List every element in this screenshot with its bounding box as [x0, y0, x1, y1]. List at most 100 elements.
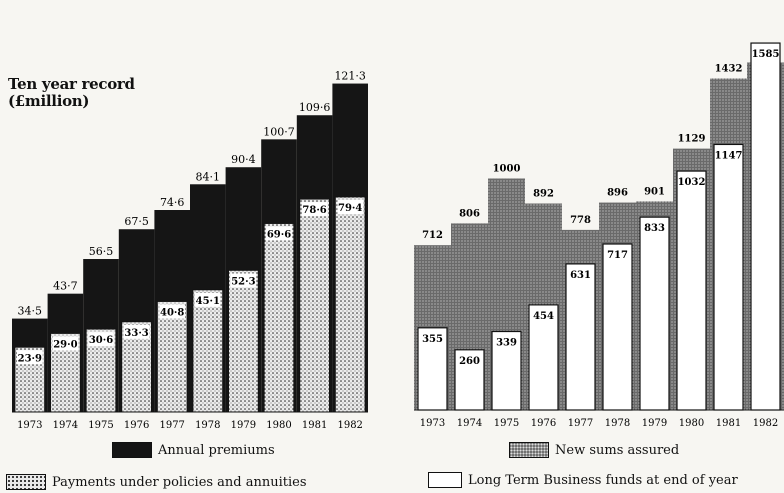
label-funds-1976: 454	[533, 311, 554, 322]
label-funds-1974: 260	[459, 356, 480, 367]
label-bg-new-sums-1980	[677, 130, 706, 145]
tick-right-1978: 1978	[605, 418, 630, 429]
bar-funds-1974	[454, 349, 485, 411]
label-bg-new-sums-1977	[566, 211, 595, 226]
bar-payments-1982	[334, 196, 366, 413]
bar-payments-1977	[156, 301, 188, 413]
label-premiums-1978: 84·1	[196, 170, 221, 183]
label-bg-payments-1982	[337, 200, 363, 215]
tick-left-1974: 1974	[53, 420, 78, 431]
tick-right-1973: 1973	[420, 418, 445, 429]
label-new-sums-1973: 712	[422, 230, 443, 241]
bar-funds-1980	[676, 170, 707, 411]
label-bg-payments-1977	[159, 304, 185, 319]
label-funds-1975: 339	[496, 338, 517, 349]
label-bg-payments-1979	[230, 273, 257, 288]
label-payments-1976: 33·3	[124, 328, 148, 339]
label-payments-1977: 40·8	[160, 308, 184, 319]
right-chart: 712 355 1973 806 260 1974 1000 339 1975 892 454 197…	[392, 0, 784, 493]
bar-funds-1982	[750, 42, 781, 411]
label-payments-1973: 23·9	[18, 353, 42, 364]
tick-right-1974: 1974	[457, 418, 482, 429]
label-funds-1981: 1147	[715, 150, 743, 161]
tick-left-1976: 1976	[124, 420, 149, 431]
bar-payments-1978	[192, 289, 224, 413]
label-new-sums-1974: 806	[459, 208, 480, 219]
label-new-sums-1979: 901	[644, 186, 665, 197]
label-payments-1982: 79·4	[338, 203, 362, 214]
tick-right-1980: 1980	[679, 418, 704, 429]
tick-right-1977: 1977	[568, 418, 593, 429]
legend-label-premiums: Annual premiums	[158, 442, 275, 458]
legend-label-payments: Payments under policies and annuities	[52, 474, 307, 490]
tick-left-1977: 1977	[159, 420, 184, 431]
label-payments-1975: 30·6	[89, 335, 113, 346]
label-funds-1979: 833	[644, 223, 665, 234]
tick-right-1975: 1975	[494, 418, 519, 429]
label-bg-new-sums-1979	[640, 183, 669, 198]
legend-payments: Payments under policies and annuities	[6, 474, 307, 490]
tick-left-1978: 1978	[195, 420, 220, 431]
bar-funds-1978	[602, 243, 633, 411]
label-new-sums-1975: 1000	[493, 163, 521, 174]
legend-new-sums: New sums assured	[509, 442, 679, 458]
bar-payments-1980	[263, 223, 295, 413]
legend-swatch-premiums	[112, 442, 152, 458]
label-premiums-1982: 121·3	[334, 70, 366, 83]
chart-title: Ten year record	[8, 75, 135, 93]
label-funds-1973: 355	[422, 334, 443, 345]
label-bg-payments-1973	[17, 350, 43, 365]
label-bg-new-sums-1981	[714, 60, 743, 75]
tick-left-1981: 1981	[302, 420, 327, 431]
label-premiums-1977: 74·6	[160, 196, 185, 209]
label-bg-payments-1978	[195, 292, 221, 307]
bar-funds-1973	[417, 327, 448, 411]
label-payments-1980: 69·6	[267, 230, 291, 241]
right-chart-plot: 712 355 1973 806 260 1974 1000 339 1975 892 454 197…	[414, 42, 784, 429]
label-new-sums-1977: 778	[570, 215, 591, 226]
chart-title-block: Ten year record (£million)	[8, 76, 135, 110]
legend-label-funds: Long Term Business funds at end of year	[468, 472, 738, 488]
tick-right-1976: 1976	[531, 418, 556, 429]
label-payments-1981: 78·6	[302, 205, 326, 216]
label-premiums-1974: 43·7	[53, 280, 78, 293]
label-payments-1979: 52·3	[231, 276, 255, 287]
label-new-sums-1978: 896	[607, 188, 628, 199]
label-bg-payments-1981	[301, 202, 328, 217]
legend-swatch-funds	[428, 472, 462, 488]
label-payments-1974: 29·0	[53, 339, 77, 350]
left-chart-plot: 34·5 23·9 1973 43·7 29·0 1974 56·5 30·6 1975 67·5…	[12, 70, 368, 431]
tick-left-1973: 1973	[17, 420, 42, 431]
bar-funds-1976	[528, 304, 559, 411]
label-new-sums-1980: 1129	[678, 134, 706, 145]
bar-payments-1979	[228, 269, 259, 413]
label-premiums-1981: 109·6	[299, 101, 331, 114]
label-bg-new-sums-1973	[418, 227, 447, 242]
tick-right-1982: 1982	[753, 418, 778, 429]
label-bg-payments-1976	[123, 324, 150, 339]
left-chart: 34·5 23·9 1973 43·7 29·0 1974 56·5 30·6 1975 67·5…	[6, 70, 368, 490]
chart-subtitle: (£million)	[8, 92, 90, 110]
label-premiums-1975: 56·5	[89, 245, 114, 258]
label-bg-new-sums-1976	[529, 185, 558, 200]
label-premiums-1980: 100·7	[263, 125, 295, 138]
label-funds-1978: 717	[607, 250, 628, 261]
tick-left-1980: 1980	[266, 420, 291, 431]
tick-left-1975: 1975	[88, 420, 113, 431]
tick-right-1981: 1981	[716, 418, 741, 429]
legend-annual-premiums: Annual premiums	[112, 442, 275, 458]
label-bg-new-sums-1975	[492, 160, 521, 175]
label-payments-1978: 45·1	[196, 296, 220, 307]
label-premiums-1976: 67·5	[124, 215, 149, 228]
bar-payments-1981	[299, 198, 330, 413]
legend-funds: Long Term Business funds at end of year	[428, 472, 738, 488]
label-premiums-1979: 90·4	[231, 153, 256, 166]
legend-label-new-sums: New sums assured	[555, 442, 680, 458]
label-bg-payments-1980	[266, 226, 292, 241]
tick-right-1979: 1979	[642, 418, 667, 429]
bar-funds-1977	[565, 263, 596, 411]
tick-left-1982: 1982	[337, 420, 362, 431]
label-funds-1982: 1585	[752, 49, 780, 60]
label-funds-1977: 631	[570, 270, 591, 281]
bar-funds-1979	[639, 216, 670, 411]
